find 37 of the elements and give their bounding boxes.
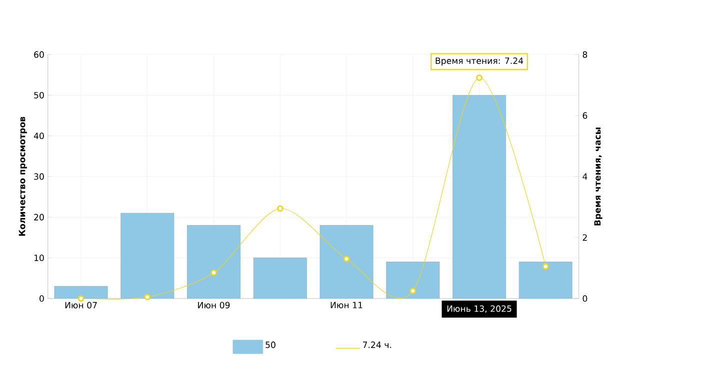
y-tick-label: 50 <box>34 92 44 98</box>
point <box>343 255 350 262</box>
point <box>410 287 416 294</box>
bar <box>253 258 307 298</box>
y-axis-title: Количество просмотров <box>18 116 27 236</box>
y-tick-label: 20 <box>34 214 44 220</box>
point <box>476 74 482 81</box>
y-tick-label: 10 <box>34 254 44 261</box>
y2-tick-label: 6 <box>582 112 588 119</box>
bar <box>120 212 174 298</box>
point <box>144 294 151 300</box>
bar <box>187 224 240 298</box>
y-tick-label: 40 <box>34 132 44 139</box>
y2-tick-label: 0 <box>582 295 588 302</box>
point <box>276 205 284 212</box>
y2-tick-label: 8 <box>582 51 588 58</box>
y2-axis-title: Время чтения, часы <box>594 127 602 226</box>
y2-tick-label: 2 <box>582 234 587 241</box>
x-tick-label: Июн 07 <box>65 302 97 308</box>
bar <box>320 224 374 298</box>
point <box>542 263 549 270</box>
bar <box>386 262 440 298</box>
point <box>78 295 84 302</box>
legend-label: 7.24 ч. <box>362 341 392 348</box>
y2-tick-label: 4 <box>582 173 588 180</box>
point <box>210 269 217 276</box>
bar <box>518 262 572 298</box>
x-tick-label: Июн 09 <box>198 302 230 308</box>
x-tick-label: Июн 11 <box>330 302 362 308</box>
text: Июнь 13, 2025 <box>447 305 512 313</box>
annotation: Время чтения: 7.24 <box>436 57 524 66</box>
y-tick-label: 60 <box>34 51 44 58</box>
legend-label: 50 <box>266 341 276 348</box>
y-tick-label: 30 <box>34 173 44 180</box>
y-tick-label: 0 <box>40 295 44 302</box>
bar <box>54 286 108 298</box>
bar <box>452 94 506 298</box>
